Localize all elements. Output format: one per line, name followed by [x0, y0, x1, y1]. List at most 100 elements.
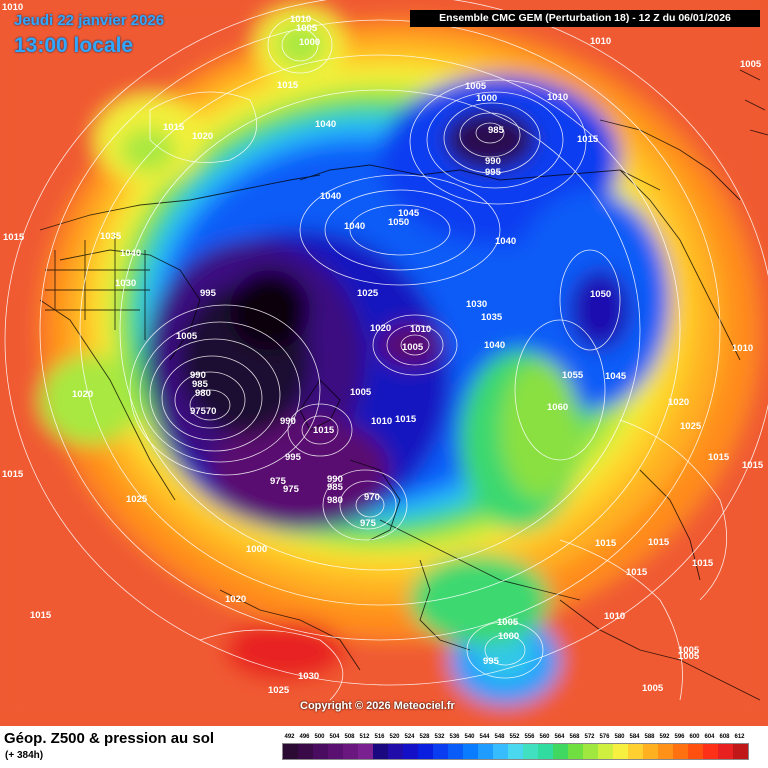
legend-swatch: [613, 744, 628, 759]
legend-tick-label: 576: [599, 734, 610, 740]
isobar-label: 1035: [481, 312, 503, 323]
isobar-label: 1025: [126, 494, 148, 505]
legend-tick-label: 524: [404, 734, 415, 740]
legend-tick-label: 532: [434, 734, 445, 740]
legend-swatch: [298, 744, 313, 759]
isobar-label: 1015: [692, 558, 714, 569]
legend-tick-label: 612: [734, 734, 745, 740]
legend-tick-label: 528: [419, 734, 430, 740]
isobar-label: 1010: [547, 92, 568, 103]
isobar-label: 1015: [2, 469, 24, 480]
legend-swatch: [553, 744, 568, 759]
copyright-notice: Copyright © 2026 Meteociel.fr: [300, 700, 455, 712]
legend-swatch: [373, 744, 388, 759]
isobar-label: 975: [360, 518, 377, 529]
isobar-label: 1020: [668, 397, 689, 408]
legend-tick-label: 556: [524, 734, 535, 740]
legend-swatch: [448, 744, 463, 759]
z500-color-legend: [282, 743, 749, 760]
z500-color-field: [0, 0, 768, 726]
legend-tick-label: 588: [644, 734, 655, 740]
legend-swatch: [358, 744, 373, 759]
isobar-label: 985: [192, 379, 209, 390]
isobar-label: 1045: [398, 208, 420, 219]
isobar-label: 1045: [605, 371, 627, 382]
isobar-label: 1050: [388, 217, 409, 228]
legend-tick-label: 508: [344, 734, 355, 740]
isobar-label: 1000: [498, 631, 519, 642]
legend-tick-label: 592: [659, 734, 670, 740]
legend-swatch: [283, 744, 298, 759]
isobar-label: 1025: [357, 288, 379, 299]
isobar-label: 1030: [298, 671, 319, 682]
model-run-label: Ensemble CMC GEM (Perturbation 18) - 12 …: [410, 10, 760, 27]
legend-swatch: [523, 744, 538, 759]
isobar-label: 1025: [680, 421, 702, 432]
isobar-label: 1025: [268, 685, 290, 696]
isobar-labels: 1010 1005 1010 1000 1015 1040 1015 1020 1010 1005…: [2, 2, 764, 696]
forecast-date: Jeudi 22 janvier 2026: [14, 12, 165, 29]
isobar-label: 1040: [495, 236, 516, 247]
legend-tick-label: 580: [614, 734, 625, 740]
legend-swatch: [628, 744, 643, 759]
legend-swatch: [508, 744, 523, 759]
isobar-label: 1040: [315, 119, 336, 130]
isobar-label: 1015: [3, 232, 25, 243]
isobar-label: 985: [327, 482, 344, 493]
isobar-label: 1040: [120, 248, 141, 259]
legend-tick-label: 572: [584, 734, 595, 740]
legend-tick-label: 604: [704, 734, 715, 740]
legend-tick-label: 552: [509, 734, 520, 740]
isobar-label: 1010: [732, 343, 753, 354]
legend-swatch: [583, 744, 598, 759]
isobar-label: 1040: [320, 191, 341, 202]
isobar-label: 980: [327, 495, 343, 506]
isobar-label: 1005: [176, 331, 198, 342]
isobar-label: 1055: [562, 370, 584, 381]
isobar-label: 1040: [484, 340, 505, 351]
isobar-label: 1005: [465, 81, 487, 92]
legend-swatch: [343, 744, 358, 759]
isobar-label: 1030: [466, 299, 487, 310]
isobar-label: 1010: [604, 611, 625, 622]
isobar-label: 975: [283, 484, 300, 495]
legend-swatch: [703, 744, 718, 759]
legend-tick-label: 516: [374, 734, 385, 740]
isobar-label: 1020: [72, 389, 93, 400]
legend-swatch: [568, 744, 583, 759]
legend-swatch: [718, 744, 733, 759]
isobar-label: 1040: [344, 221, 365, 232]
legend-tick-label: 600: [689, 734, 700, 740]
isobar-label: 1015: [277, 80, 299, 91]
legend-swatch: [418, 744, 433, 759]
legend-tick-label: 564: [554, 734, 565, 740]
legend-swatch: [538, 744, 553, 759]
isobar-label: 990: [280, 416, 296, 427]
isobar-label: 97570: [190, 406, 216, 417]
legend-tick-label: 512: [359, 734, 370, 740]
map-title: Géop. Z500 & pression au sol: [4, 730, 215, 747]
legend-tick-label: 584: [629, 734, 640, 740]
isobars: [4, 0, 768, 701]
map-footer: Géop. Z500 & pression au sol (+ 384h) 49…: [0, 726, 768, 768]
legend-swatch: [328, 744, 343, 759]
legend-swatch: [313, 744, 328, 759]
isobar-label: 1005: [642, 683, 664, 694]
isobar-label: 1015: [395, 414, 417, 425]
forecast-lead-time: (+ 384h): [5, 750, 44, 761]
legend-swatch: [688, 744, 703, 759]
isobar-label: 1010: [2, 2, 23, 13]
legend-swatch: [598, 744, 613, 759]
legend-swatch: [673, 744, 688, 759]
legend-tick-label: 568: [569, 734, 580, 740]
isobar-label: 1010: [410, 324, 431, 335]
legend-swatch: [463, 744, 478, 759]
forecast-time: 13:00 locale: [14, 34, 134, 57]
isobar-label: 1010: [290, 14, 311, 25]
isobar-label: 1035: [100, 231, 122, 242]
legend-tick-label: 544: [479, 734, 490, 740]
isobar-label: 1000: [299, 37, 320, 48]
isobar-label: 985: [488, 125, 505, 136]
isobar-label: 1000: [476, 93, 497, 104]
